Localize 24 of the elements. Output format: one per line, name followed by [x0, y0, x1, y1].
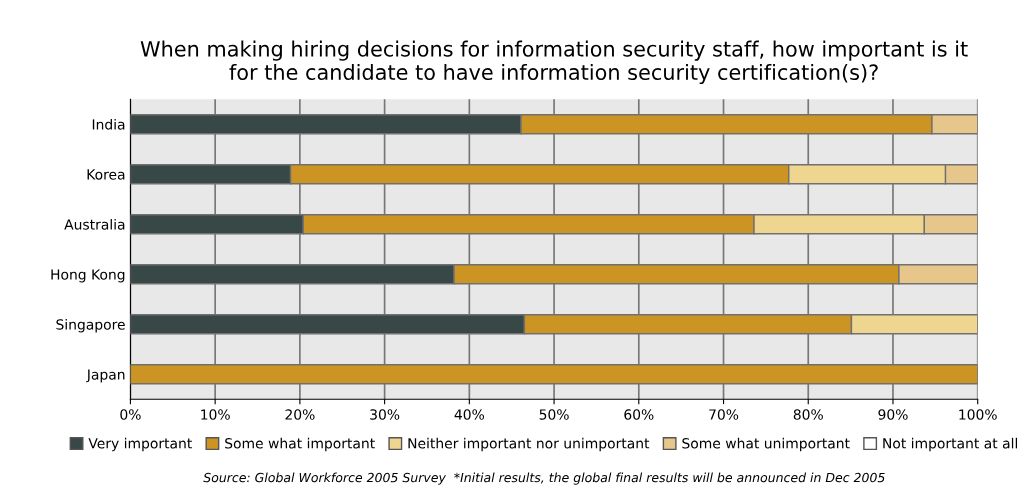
y-tick-label: India [92, 118, 125, 130]
legend-label: Some what important [225, 437, 375, 452]
x-tick-label: 60% [624, 409, 654, 420]
x-tick-label: 70% [709, 409, 739, 420]
y-tick-label: Hong Kong [51, 269, 125, 283]
legend-label: Neither important nor unimportant [408, 437, 650, 452]
legend-label: Not important at all [883, 437, 1018, 452]
y-tick-label: Korea [87, 169, 125, 180]
legend-label: Some what unimportant [682, 437, 850, 452]
y-tick-label: Australia [64, 218, 125, 230]
source-note: Source: Global Workforce 2005 Survey *Initial results, the global final results will be announced in Dec 2005 [203, 472, 885, 485]
y-tick-label: Japan [86, 369, 125, 383]
x-tick-label: 50% [539, 409, 569, 420]
x-tick-label: 10% [201, 409, 230, 420]
y-tick-label: Singapore [56, 318, 125, 333]
x-tick-label: 30% [370, 409, 400, 420]
x-tick-label: 20% [285, 409, 315, 420]
legend-label: Very important [88, 437, 192, 452]
x-tick-label: 80% [793, 409, 823, 420]
x-tick-label: 90% [878, 409, 908, 420]
x-tick-label: 100% [959, 409, 997, 420]
x-tick-label: 0% [120, 409, 141, 420]
x-tick-label: 40% [454, 409, 485, 420]
chart-title: When making hiring decisions for information security staff, how important is it for the candidate to have information security certification(s)? [140, 40, 968, 85]
